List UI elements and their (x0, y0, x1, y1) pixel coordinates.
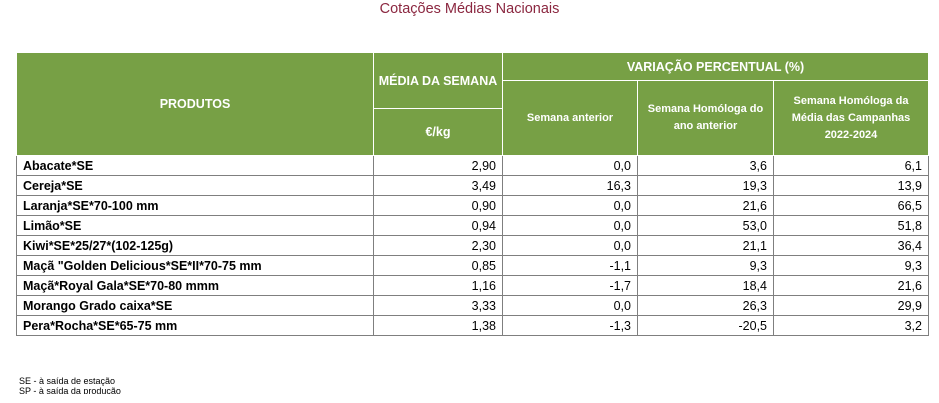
price-cell: 3,49 (373, 175, 503, 196)
table-row: Abacate*SE 2,90 0,0 3,6 6,1 (16, 155, 929, 176)
prev-week-cell: -1,7 (502, 275, 638, 296)
price-cell: 1,16 (373, 275, 503, 296)
campaigns-cell: 29,9 (773, 295, 929, 316)
campaigns-cell: 3,2 (773, 315, 929, 336)
header-media-campanhas: Semana Homóloga da Média das Campanhas 2… (773, 80, 929, 156)
campaigns-cell: 51,8 (773, 215, 929, 236)
prev-week-cell: 0,0 (502, 295, 638, 316)
prev-week-cell: -1,1 (502, 255, 638, 276)
yoy-cell: 3,6 (637, 155, 774, 176)
header-variacao-percentual: VARIAÇÃO PERCENTUAL (%) (502, 52, 929, 81)
table-body: Abacate*SE 2,90 0,0 3,6 6,1 Cereja*SE 3,… (16, 155, 929, 336)
campaigns-cell: 13,9 (773, 175, 929, 196)
product-name: Limão*SE (16, 215, 374, 236)
prev-week-cell: 0,0 (502, 155, 638, 176)
campaigns-cell: 9,3 (773, 255, 929, 276)
yoy-cell: 53,0 (637, 215, 774, 236)
quotes-table: PRODUTOS MÉDIA DA SEMANA VARIAÇÃO PERCEN… (16, 52, 929, 336)
prev-week-cell: 0,0 (502, 195, 638, 216)
table-row: Maçã "Golden Delicious*SE*II*70-75 mm 0,… (16, 255, 929, 276)
table-row: Pera*Rocha*SE*65-75 mm 1,38 -1,3 -20,5 3… (16, 315, 929, 336)
campaigns-cell: 6,1 (773, 155, 929, 176)
table-row: Limão*SE 0,94 0,0 53,0 51,8 (16, 215, 929, 236)
table-header: PRODUTOS MÉDIA DA SEMANA VARIAÇÃO PERCEN… (16, 52, 929, 156)
price-cell: 1,38 (373, 315, 503, 336)
yoy-cell: 18,4 (637, 275, 774, 296)
price-cell: 2,90 (373, 155, 503, 176)
product-name: Maçã*Royal Gala*SE*70-80 mmm (16, 275, 374, 296)
yoy-cell: 21,6 (637, 195, 774, 216)
campaigns-cell: 66,5 (773, 195, 929, 216)
table-row: Maçã*Royal Gala*SE*70-80 mmm 1,16 -1,7 1… (16, 275, 929, 296)
prev-week-cell: -1,3 (502, 315, 638, 336)
page-title: Cotações Médias Nacionais (379, 1, 560, 17)
campaigns-cell: 21,6 (773, 275, 929, 296)
yoy-cell: 19,3 (637, 175, 774, 196)
header-semana-anterior: Semana anterior (502, 80, 638, 156)
price-cell: 3,33 (373, 295, 503, 316)
price-cell: 0,94 (373, 215, 503, 236)
header-media-semana: MÉDIA DA SEMANA (373, 52, 503, 109)
yoy-cell: 26,3 (637, 295, 774, 316)
price-cell: 0,90 (373, 195, 503, 216)
yoy-cell: 9,3 (637, 255, 774, 276)
product-name: Cereja*SE (16, 175, 374, 196)
product-name: Morango Grado caixa*SE (16, 295, 374, 316)
yoy-cell: 21,1 (637, 235, 774, 256)
product-name: Laranja*SE*70-100 mm (16, 195, 374, 216)
yoy-cell: -20,5 (637, 315, 774, 336)
price-cell: 0,85 (373, 255, 503, 276)
price-cell: 2,30 (373, 235, 503, 256)
header-unit: €/kg (373, 108, 503, 156)
prev-week-cell: 0,0 (502, 215, 638, 236)
table-row: Laranja*SE*70-100 mm 0,90 0,0 21,6 66,5 (16, 195, 929, 216)
product-name: Abacate*SE (16, 155, 374, 176)
footnote-sp: SP - à saída da produção (19, 386, 121, 394)
campaigns-cell: 36,4 (773, 235, 929, 256)
header-semana-homologa: Semana Homóloga do ano anterior (637, 80, 774, 156)
footnote-se: SE - à saída de estação (19, 376, 116, 386)
table-row: Morango Grado caixa*SE 3,33 0,0 26,3 29,… (16, 295, 929, 316)
product-name: Maçã "Golden Delicious*SE*II*70-75 mm (16, 255, 374, 276)
prev-week-cell: 16,3 (502, 175, 638, 196)
product-name: Kiwi*SE*25/27*(102-125g) (16, 235, 374, 256)
table-row: Kiwi*SE*25/27*(102-125g) 2,30 0,0 21,1 3… (16, 235, 929, 256)
product-name: Pera*Rocha*SE*65-75 mm (16, 315, 374, 336)
prev-week-cell: 0,0 (502, 235, 638, 256)
table-row: Cereja*SE 3,49 16,3 19,3 13,9 (16, 175, 929, 196)
header-produtos: PRODUTOS (16, 52, 374, 156)
